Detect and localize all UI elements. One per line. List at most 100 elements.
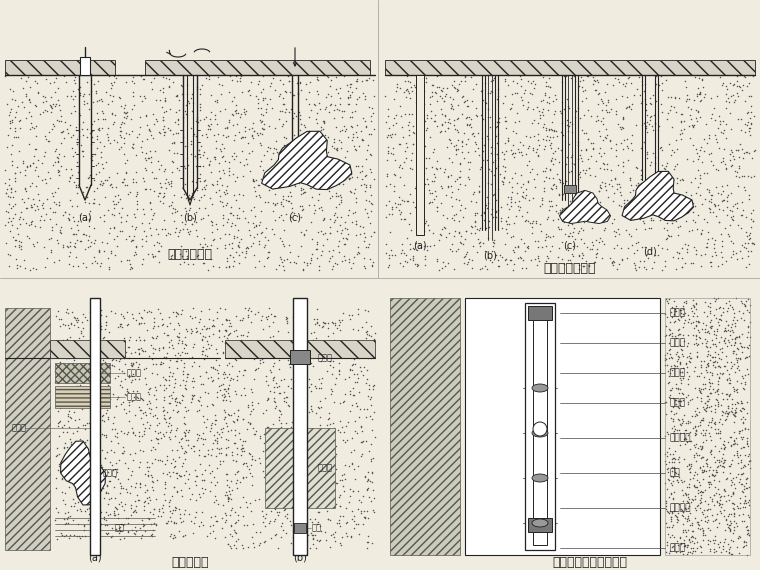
Bar	[145, 60, 370, 75]
Point	[331, 191, 343, 200]
Point	[690, 439, 702, 449]
Point	[252, 99, 264, 108]
Point	[207, 473, 220, 482]
Point	[333, 359, 345, 368]
Point	[491, 121, 503, 131]
Point	[330, 479, 342, 488]
Point	[727, 360, 739, 369]
Point	[246, 454, 258, 463]
Point	[288, 425, 300, 434]
Point	[135, 148, 147, 157]
Point	[706, 370, 718, 380]
Point	[299, 421, 312, 430]
Point	[271, 144, 283, 153]
Point	[347, 209, 359, 218]
Point	[469, 210, 481, 219]
Point	[170, 401, 182, 410]
Point	[103, 489, 115, 498]
Point	[435, 104, 448, 113]
Point	[280, 392, 292, 401]
Point	[263, 247, 275, 256]
Point	[608, 258, 620, 267]
Point	[675, 504, 687, 514]
Point	[663, 493, 675, 502]
Point	[131, 392, 143, 401]
Point	[13, 242, 25, 251]
Point	[157, 508, 169, 517]
Point	[52, 201, 65, 210]
Point	[195, 214, 207, 223]
Point	[200, 368, 212, 377]
Point	[330, 449, 342, 458]
Point	[460, 226, 472, 235]
Point	[736, 309, 749, 318]
Point	[91, 424, 103, 433]
Point	[242, 243, 254, 253]
Point	[731, 333, 743, 342]
Point	[717, 492, 730, 501]
Point	[636, 121, 648, 130]
Point	[717, 78, 730, 87]
Point	[742, 451, 754, 461]
Point	[196, 243, 208, 252]
Point	[442, 229, 454, 238]
Point	[95, 177, 107, 186]
Point	[709, 442, 721, 451]
Point	[489, 144, 501, 153]
Point	[687, 532, 699, 541]
Point	[625, 196, 637, 205]
Point	[669, 316, 681, 325]
Point	[368, 380, 380, 389]
Point	[136, 431, 148, 441]
Point	[340, 435, 353, 445]
Point	[692, 317, 705, 326]
Point	[296, 189, 309, 198]
Point	[660, 225, 673, 234]
Point	[693, 318, 705, 327]
Point	[254, 347, 266, 356]
Point	[53, 315, 65, 324]
Point	[713, 519, 725, 528]
Point	[359, 378, 372, 388]
Point	[696, 443, 708, 452]
Text: 混凝土: 混凝土	[127, 368, 142, 377]
Point	[78, 369, 90, 378]
Point	[733, 163, 745, 172]
Point	[126, 424, 138, 433]
Point	[173, 452, 185, 461]
Point	[336, 471, 348, 480]
Point	[210, 356, 222, 365]
Point	[366, 468, 378, 477]
Point	[435, 85, 448, 94]
Point	[705, 480, 717, 489]
Point	[706, 416, 718, 425]
Point	[705, 407, 717, 416]
Point	[679, 504, 692, 514]
Point	[301, 413, 313, 422]
Point	[705, 252, 717, 261]
Point	[185, 328, 197, 337]
Point	[682, 548, 695, 557]
Point	[690, 451, 702, 460]
Point	[150, 333, 162, 343]
Point	[198, 465, 211, 474]
Point	[705, 369, 717, 378]
Point	[666, 353, 678, 363]
Point	[553, 243, 565, 253]
Point	[125, 348, 137, 357]
Point	[717, 145, 730, 154]
Point	[252, 237, 264, 246]
Point	[72, 498, 84, 507]
Point	[670, 306, 682, 315]
Point	[363, 129, 375, 139]
Point	[262, 435, 274, 445]
Point	[273, 413, 285, 422]
Point	[147, 359, 159, 368]
Point	[511, 179, 523, 188]
Point	[520, 150, 532, 159]
Point	[275, 181, 287, 190]
Point	[382, 111, 394, 120]
Point	[668, 360, 680, 369]
Point	[705, 148, 717, 157]
Point	[204, 120, 217, 129]
